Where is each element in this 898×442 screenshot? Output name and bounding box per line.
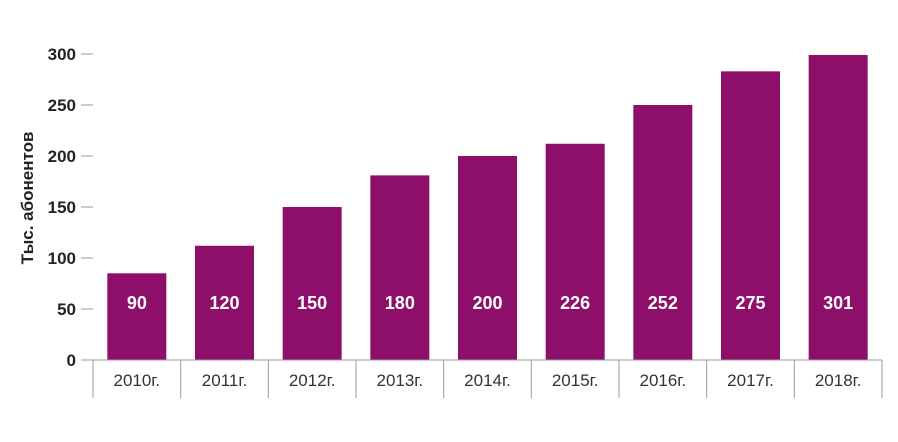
bars: 90 120 150 180 200 226 252 275 301 bbox=[107, 55, 868, 361]
data-label: 200 bbox=[472, 293, 502, 313]
x-tick-label: 2013г. bbox=[376, 371, 423, 390]
bar bbox=[370, 175, 430, 360]
x-axis: 2010г. 2011г. 2012г. 2013г. 2014г. 2015г. 2016… bbox=[92, 359, 883, 398]
bar bbox=[633, 105, 693, 360]
data-label: 301 bbox=[823, 293, 853, 313]
x-tick-label: 2018г. bbox=[815, 371, 862, 390]
x-tick-label: 2017г. bbox=[727, 371, 774, 390]
data-label: 150 bbox=[297, 293, 327, 313]
data-label: 252 bbox=[648, 293, 678, 313]
x-tick-label: 2016г. bbox=[639, 371, 686, 390]
y-axis: 0 50 100 150 200 250 300 bbox=[48, 45, 93, 370]
data-label: 180 bbox=[385, 293, 415, 313]
x-tick-label: 2012г. bbox=[289, 371, 336, 390]
y-tick-label: 200 bbox=[48, 147, 76, 166]
x-tick-label: 2011г. bbox=[202, 371, 247, 390]
data-label: 90 bbox=[127, 293, 147, 313]
bar bbox=[458, 156, 517, 360]
data-label: 275 bbox=[735, 293, 765, 313]
bar bbox=[545, 143, 605, 360]
bar bbox=[721, 71, 780, 360]
y-tick-label: 150 bbox=[48, 198, 76, 217]
data-label: 120 bbox=[209, 293, 239, 313]
y-tick-label: 100 bbox=[48, 249, 76, 268]
bar bbox=[107, 273, 167, 360]
x-tick-label: 2014г. bbox=[464, 371, 511, 390]
bar bbox=[195, 245, 254, 360]
y-tick-label: 50 bbox=[57, 300, 76, 319]
y-tick-label: 250 bbox=[48, 96, 76, 115]
y-tick-label: 300 bbox=[48, 45, 76, 64]
x-tick-label: 2010г. bbox=[113, 371, 160, 390]
y-tick-label: 0 bbox=[67, 351, 76, 370]
x-tick-label: 2015г. bbox=[552, 371, 599, 390]
bar bbox=[282, 207, 342, 360]
data-label: 226 bbox=[560, 293, 590, 313]
y-axis-label: Тыс. абонентов bbox=[18, 132, 37, 265]
bar bbox=[808, 55, 868, 361]
